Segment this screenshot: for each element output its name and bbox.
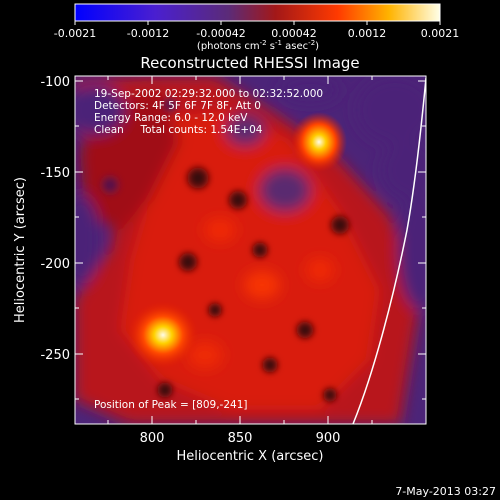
colorbar-tick-label: 0.0012: [348, 27, 387, 40]
solar-limb: [352, 77, 426, 424]
clean-counts-text: Clean Total counts: 1.54E+04: [94, 124, 263, 136]
bright-source-lower: [127, 301, 199, 369]
colorbar-tick-label: -0.0012: [127, 27, 169, 40]
y-axis-ticks: [75, 80, 426, 400]
x-axis-label: Heliocentric X (arcsec): [177, 449, 324, 464]
peak-position-text: Position of Peak = [809,-241]: [94, 399, 248, 411]
energy-range-text: Energy Range: 6.0 - 12.0 keV: [94, 112, 248, 124]
image-annotations: 19-Sep-2002 02:29:32.000 to 02:32:52.000…: [94, 88, 323, 411]
colorbar-unit-label: (photons cm-2 s-1 asec-2): [197, 39, 319, 52]
colorbar: -0.0021 -0.0012 -0.00042 0.00042 0.0012 …: [54, 3, 460, 52]
x-tick-label: 850: [228, 431, 253, 446]
y-tick-label: -150: [40, 166, 70, 181]
colorbar-tick-label: 0.00042: [271, 27, 317, 40]
footer-date: 7-May-2013 03:27: [395, 485, 496, 498]
time-range-text: 19-Sep-2002 02:29:32.000 to 02:32:52.000: [94, 88, 323, 100]
x-tick-label: 900: [316, 431, 341, 446]
colorbar-tick-label: 0.0021: [421, 27, 460, 40]
x-axis-ticks: [107, 76, 373, 424]
plot-frame: [74, 75, 427, 425]
bright-source-upper: [291, 112, 347, 172]
x-tick-label: 800: [140, 431, 165, 446]
colorbar-tick-label: -0.00042: [196, 27, 245, 40]
rhessi-image: [75, 76, 426, 424]
y-tick-label: -250: [40, 348, 70, 363]
colorbar-tick-label: -0.0021: [54, 27, 96, 40]
y-tick-label: -200: [40, 257, 70, 272]
y-tick-label: -100: [40, 75, 70, 90]
image-title: Reconstructed RHESSI Image: [140, 54, 359, 72]
y-axis-label: Heliocentric Y (arcsec): [13, 177, 28, 323]
colorbar-ticks: [74, 21, 441, 25]
colorbar-gradient: [74, 3, 441, 22]
detectors-text: Detectors: 4F 5F 6F 7F 8F, Att 0: [94, 100, 261, 112]
